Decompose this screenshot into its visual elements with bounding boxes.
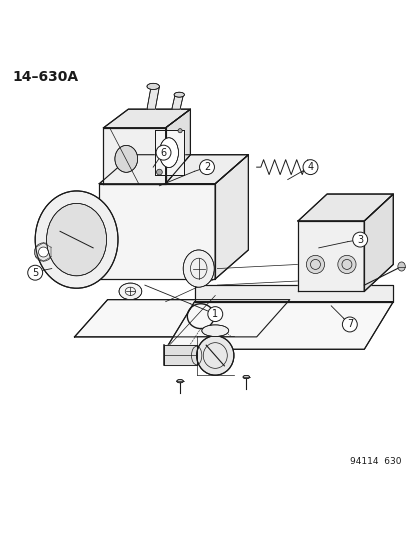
Text: 1: 1 <box>212 309 218 319</box>
Text: 94114  630: 94114 630 <box>349 457 401 466</box>
Circle shape <box>156 169 162 175</box>
Polygon shape <box>155 130 184 175</box>
Ellipse shape <box>202 325 228 336</box>
Circle shape <box>38 247 48 257</box>
Ellipse shape <box>159 138 178 167</box>
Text: 5: 5 <box>32 268 38 278</box>
Polygon shape <box>363 194 392 292</box>
Polygon shape <box>103 128 165 184</box>
Ellipse shape <box>46 204 107 276</box>
Text: 14–630A: 14–630A <box>12 70 78 84</box>
Circle shape <box>306 255 324 273</box>
Polygon shape <box>99 184 215 279</box>
Circle shape <box>28 265 43 280</box>
Ellipse shape <box>397 262 404 271</box>
Text: 4: 4 <box>307 162 313 172</box>
Polygon shape <box>74 300 289 337</box>
Text: 7: 7 <box>346 319 352 329</box>
Polygon shape <box>165 109 190 184</box>
Circle shape <box>34 243 52 261</box>
Polygon shape <box>163 345 197 365</box>
Polygon shape <box>297 221 363 292</box>
Polygon shape <box>99 155 248 184</box>
Ellipse shape <box>173 92 184 97</box>
Polygon shape <box>194 285 392 302</box>
Circle shape <box>156 145 171 160</box>
Circle shape <box>342 317 356 332</box>
Polygon shape <box>171 95 183 109</box>
Polygon shape <box>215 155 248 279</box>
Circle shape <box>337 255 355 273</box>
Polygon shape <box>103 109 190 128</box>
Ellipse shape <box>183 250 214 287</box>
Ellipse shape <box>35 191 118 288</box>
Ellipse shape <box>176 379 183 383</box>
Circle shape <box>207 306 222 321</box>
Ellipse shape <box>147 83 159 90</box>
Ellipse shape <box>196 336 233 375</box>
Circle shape <box>199 160 214 175</box>
Text: 6: 6 <box>160 148 166 158</box>
Circle shape <box>302 160 317 175</box>
Polygon shape <box>147 86 159 109</box>
Circle shape <box>352 232 367 247</box>
Circle shape <box>178 128 182 133</box>
Polygon shape <box>297 194 392 221</box>
Text: 3: 3 <box>356 235 362 245</box>
Ellipse shape <box>115 146 137 172</box>
Ellipse shape <box>119 283 141 300</box>
Ellipse shape <box>242 375 249 378</box>
Polygon shape <box>165 302 392 349</box>
Text: 2: 2 <box>203 162 210 172</box>
